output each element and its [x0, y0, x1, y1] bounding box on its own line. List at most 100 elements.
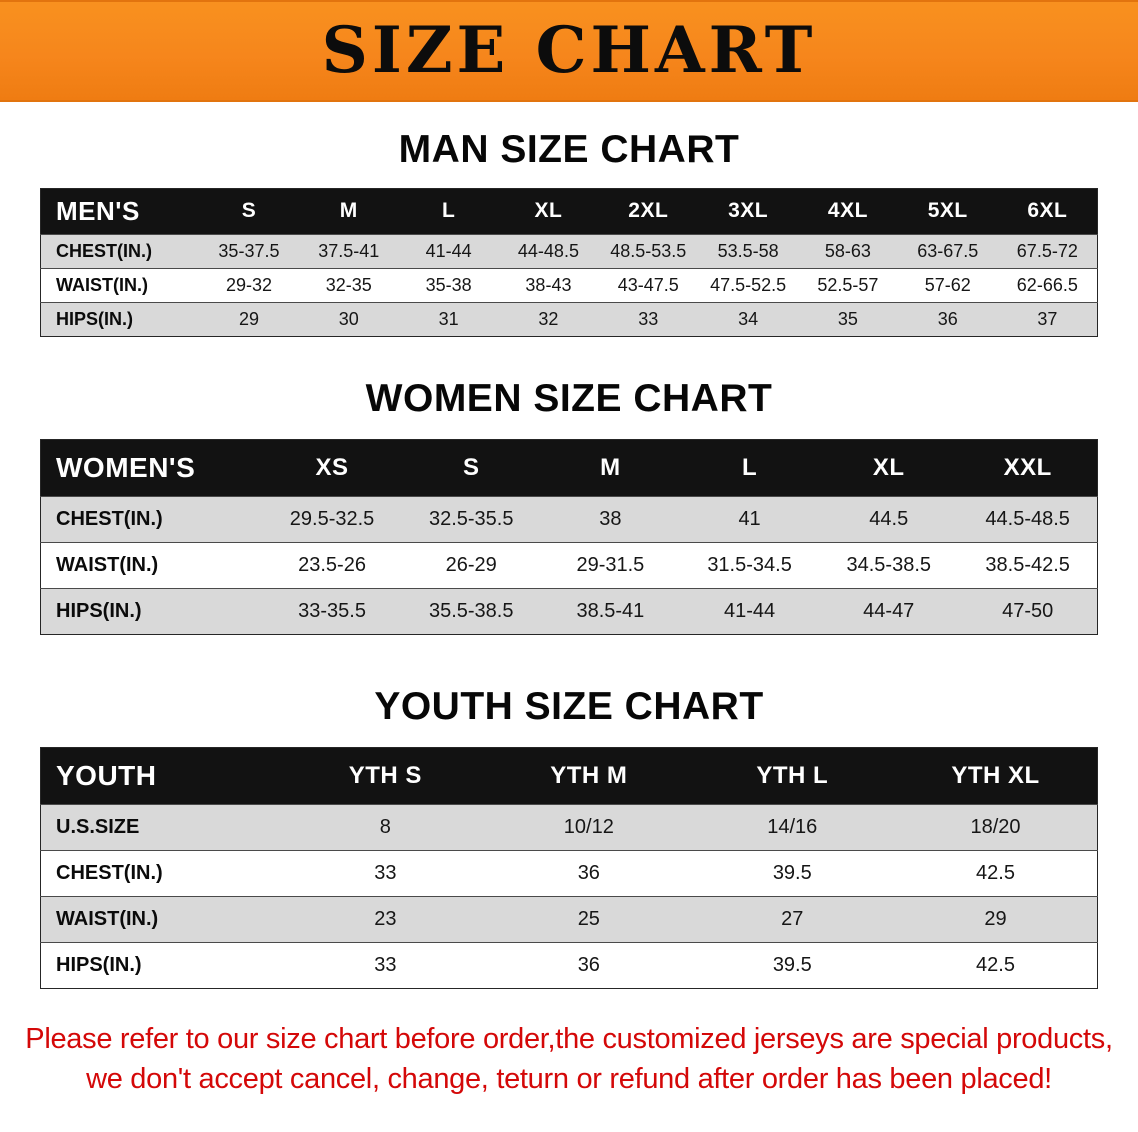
men-section-heading: MAN SIZE CHART: [398, 128, 740, 171]
row-label-cell: CHEST(IN.): [40, 233, 200, 269]
header-row: MEN'S S M L XL 2XL 3XL 4XL 5XL 6XL: [40, 188, 1098, 235]
measurement-value-cell: 35.5-38.5: [401, 587, 541, 635]
measurement-row: HIPS(IN.) 29 30 31 32 33 34 35 36 37: [40, 301, 1098, 337]
size-column-header: 5XL: [897, 188, 998, 235]
measurement-value-cell: 29-31.5: [540, 541, 680, 589]
measurement-value-cell: 29.5-32.5: [262, 495, 402, 543]
measurement-value-cell: 29: [894, 895, 1098, 943]
measurement-value-cell: 62-66.5: [997, 267, 1098, 303]
measurement-value-cell: 31: [398, 301, 499, 337]
row-label-cell: WAIST(IN.): [40, 541, 263, 589]
measurement-value-cell: 42.5: [894, 849, 1098, 897]
measurement-value-cell: 41: [679, 495, 820, 543]
measurement-value-cell: 10/12: [487, 803, 691, 851]
size-column-header: XS: [262, 439, 402, 497]
measurement-row: CHEST(IN.) 29.5-32.5 32.5-35.5 38 41 44.5 44.5…: [40, 495, 1098, 543]
measurement-row: HIPS(IN.) 33-35.5 35.5-38.5 38.5-41 41-44 44-…: [40, 587, 1098, 635]
size-column-header: S: [199, 188, 299, 235]
measurement-value-cell: 32.5-35.5: [401, 495, 541, 543]
measurement-value-cell: 37: [997, 301, 1098, 337]
measurement-value-cell: 29-32: [199, 267, 299, 303]
row-label-cell: CHEST(IN.): [40, 849, 284, 897]
size-column-header: S: [401, 439, 541, 497]
size-column-header: XL: [819, 439, 959, 497]
measurement-value-cell: 27: [690, 895, 895, 943]
size-column-header: M: [540, 439, 680, 497]
measurement-value-cell: 23.5-26: [262, 541, 402, 589]
measurement-value-cell: 38-43: [498, 267, 599, 303]
disclaimer-line-1: Please refer to our size chart before or…: [25, 1022, 1113, 1055]
measurement-value-cell: 25: [487, 895, 691, 943]
banner: SIZE CHART: [0, 0, 1138, 102]
header-row: WOMEN'S XS S M L XL XXL: [40, 439, 1098, 497]
size-column-header: XXL: [958, 439, 1098, 497]
measurement-value-cell: 33: [283, 941, 488, 989]
size-column-header: M: [298, 188, 399, 235]
youth-size-chart-section: YOUTH SIZE CHART YOUTH YTH S YTH M YTH L YTH…: [0, 685, 1138, 989]
measurement-value-cell: 67.5-72: [997, 233, 1098, 269]
women-size-chart-section: WOMEN SIZE CHART WOMEN'S XS S M L XL XXL CHEST(…: [0, 377, 1138, 635]
measurement-value-cell: 35-38: [398, 267, 499, 303]
measurement-value-cell: 35-37.5: [199, 233, 299, 269]
measurement-value-cell: 63-67.5: [897, 233, 998, 269]
measurement-value-cell: 18/20: [894, 803, 1098, 851]
measurement-value-cell: 32-35: [298, 267, 399, 303]
measurement-value-cell: 31.5-34.5: [679, 541, 820, 589]
women-size-table: WOMEN'S XS S M L XL XXL CHEST(IN.) 29.5-32.5 32.5…: [40, 438, 1098, 635]
measurement-value-cell: 52.5-57: [798, 267, 898, 303]
measurement-value-cell: 38: [540, 495, 680, 543]
measurement-value-cell: 37.5-41: [298, 233, 399, 269]
disclaimer-line-2: we don't accept cancel, change, teturn o…: [86, 1063, 1052, 1096]
measurement-row: WAIST(IN.) 23 25 27 29: [40, 895, 1098, 943]
measurement-value-cell: 44.5: [819, 495, 959, 543]
measurement-row: CHEST(IN.) 33 36 39.5 42.5: [40, 849, 1098, 897]
measurement-value-cell: 34: [698, 301, 799, 337]
table-title-cell: MEN'S: [40, 188, 200, 235]
size-column-header: XL: [498, 188, 599, 235]
row-label-cell: WAIST(IN.): [40, 267, 200, 303]
measurement-value-cell: 33: [283, 849, 488, 897]
measurement-value-cell: 44-48.5: [498, 233, 599, 269]
measurement-value-cell: 39.5: [690, 849, 895, 897]
measurement-value-cell: 23: [283, 895, 488, 943]
women-section-heading: WOMEN SIZE CHART: [365, 376, 773, 420]
measurement-value-cell: 44.5-48.5: [958, 495, 1098, 543]
youth-size-table: YOUTH YTH S YTH M YTH L YTH XL U.S.SIZE 8 10/12…: [40, 746, 1098, 989]
row-label-cell: U.S.SIZE: [40, 803, 284, 851]
measurement-value-cell: 38.5-41: [540, 587, 680, 635]
measurement-value-cell: 32: [498, 301, 599, 337]
men-size-chart-section: MAN SIZE CHART MEN'S S M L XL 2XL 3XL 4XL 5XL 6XL…: [0, 128, 1138, 337]
youth-section-heading: YOUTH SIZE CHART: [374, 684, 764, 728]
table-title-cell: WOMEN'S: [40, 439, 263, 497]
size-column-header: 4XL: [798, 188, 898, 235]
measurement-value-cell: 41-44: [398, 233, 499, 269]
measurement-value-cell: 8: [283, 803, 488, 851]
row-label-cell: CHEST(IN.): [40, 495, 263, 543]
measurement-value-cell: 39.5: [690, 941, 895, 989]
measurement-value-cell: 47-50: [958, 587, 1098, 635]
measurement-row: WAIST(IN.) 23.5-26 26-29 29-31.5 31.5-34.5 34…: [40, 541, 1098, 589]
measurement-value-cell: 57-62: [897, 267, 998, 303]
measurement-value-cell: 29: [199, 301, 299, 337]
row-label-cell: WAIST(IN.): [40, 895, 284, 943]
men-size-table: MEN'S S M L XL 2XL 3XL 4XL 5XL 6XL CHEST(IN.) 35-37…: [40, 187, 1098, 337]
measurement-value-cell: 30: [298, 301, 399, 337]
size-column-header: YTH L: [690, 747, 895, 805]
measurement-value-cell: 33: [598, 301, 699, 337]
table-title-cell: YOUTH: [40, 747, 284, 805]
size-column-header: 2XL: [598, 188, 699, 235]
measurement-row: CHEST(IN.) 35-37.5 37.5-41 41-44 44-48.5 48.5…: [40, 233, 1098, 269]
disclaimer: Please refer to our size chart before or…: [0, 1019, 1138, 1100]
measurement-row: WAIST(IN.) 29-32 32-35 35-38 38-43 43-47.5 47.…: [40, 267, 1098, 303]
measurement-value-cell: 35: [798, 301, 898, 337]
measurement-value-cell: 43-47.5: [598, 267, 699, 303]
size-column-header: YTH S: [283, 747, 488, 805]
measurement-value-cell: 36: [487, 849, 691, 897]
size-column-header: YTH XL: [894, 747, 1098, 805]
measurement-value-cell: 38.5-42.5: [958, 541, 1098, 589]
measurement-value-cell: 44-47: [819, 587, 959, 635]
measurement-value-cell: 41-44: [679, 587, 820, 635]
measurement-value-cell: 33-35.5: [262, 587, 402, 635]
measurement-value-cell: 26-29: [401, 541, 541, 589]
